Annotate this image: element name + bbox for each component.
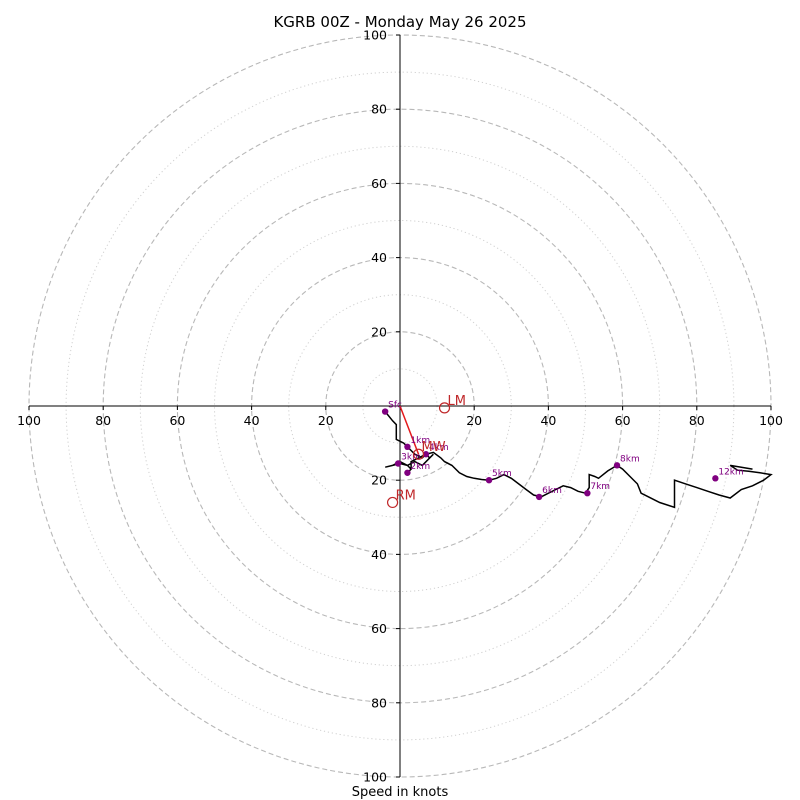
- tick-label-left: 100: [17, 413, 41, 428]
- tick-label-right: 100: [759, 413, 783, 428]
- motion-marker-point: [412, 448, 425, 460]
- height-marker-label: 4km: [429, 443, 449, 453]
- height-marker-point: [535, 493, 543, 501]
- height-marker-point: [422, 451, 430, 458]
- tick-label-right: 80: [689, 413, 705, 428]
- height-marker-label: 3km: [401, 453, 421, 463]
- tick-label-down: 60: [371, 621, 387, 636]
- tick-label-left: 20: [318, 413, 334, 428]
- tick-label-up: 40: [371, 250, 387, 265]
- tick-labels: 100 80 60 40 20 20 40 60 80 100 20 40 60 80 100 20 40 60 8…: [17, 28, 783, 785]
- x-axis-label: Speed in knots: [352, 785, 449, 800]
- motion-marker-label: LM: [448, 394, 466, 409]
- tick-label-right: 40: [540, 413, 556, 428]
- height-marker-label: 1km: [410, 436, 430, 446]
- height-marker-point: [381, 408, 389, 415]
- tick-label-right: 60: [615, 413, 631, 428]
- tick-label-left: 80: [95, 413, 111, 428]
- height-marker-point: [404, 469, 411, 476]
- height-marker-label: 8km: [620, 454, 640, 464]
- height-marker-label: Sfc: [388, 401, 402, 411]
- tick-label-left: 60: [169, 413, 185, 428]
- chart-title: KGRB 00Z - Monday May 26 2025: [273, 13, 526, 31]
- height-marker-point: [613, 462, 621, 469]
- tick-label-right: 20: [466, 413, 482, 428]
- height-marker-point: [404, 443, 411, 451]
- tick-label-up: 60: [371, 176, 387, 191]
- motion-marker-point: [438, 402, 451, 414]
- storm-motion-markers: LM RM MW: [386, 394, 466, 509]
- tick-label-down: 20: [371, 473, 387, 488]
- motion-marker-point: [386, 496, 399, 509]
- motion-marker-label: MW: [422, 440, 446, 455]
- tick-label-down: 40: [371, 547, 387, 562]
- height-marker-label: 2km: [410, 462, 430, 472]
- height-marker-point: [394, 460, 402, 467]
- height-marker-label: 5km: [492, 469, 512, 479]
- tick-label-up: 100: [363, 28, 387, 43]
- tick-label-up: 80: [371, 102, 387, 117]
- motion-marker-label: RM: [396, 488, 416, 503]
- shear-vector-line: [399, 405, 420, 455]
- tick-label-down: 80: [371, 695, 387, 710]
- height-marker-label: 12km: [718, 467, 743, 477]
- hodograph-line: [384, 411, 773, 509]
- tick-label-left: 40: [244, 413, 260, 428]
- tick-label-up: 20: [371, 324, 387, 339]
- height-marker-point: [485, 477, 493, 484]
- tick-label-down: 100: [363, 770, 387, 785]
- height-marker-label: 7km: [590, 482, 610, 492]
- hodograph-series: [384, 405, 773, 509]
- height-marker-point: [712, 475, 719, 482]
- height-marker-point: [584, 489, 591, 497]
- height-marker-label: 6km: [542, 486, 562, 496]
